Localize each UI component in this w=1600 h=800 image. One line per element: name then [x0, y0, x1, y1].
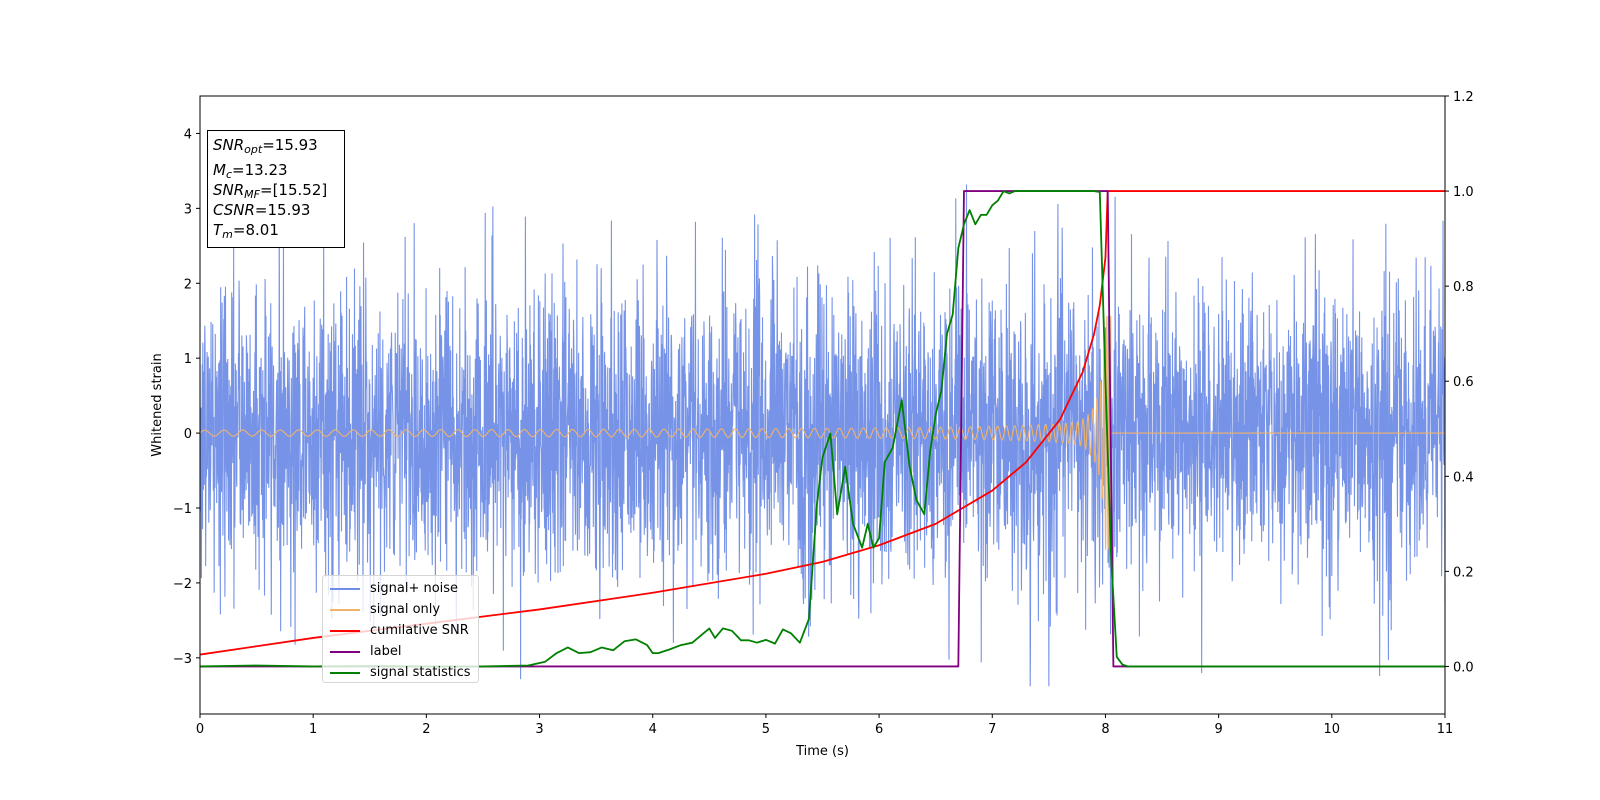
- series-signal-noise: [200, 184, 1445, 687]
- x-tick-label: 8: [1101, 722, 1109, 737]
- y-tick-label: 0: [184, 427, 192, 442]
- x-tick-label: 4: [649, 722, 657, 737]
- y2-tick-label: 0.8: [1453, 280, 1474, 295]
- x-tick-label: 7: [988, 722, 996, 737]
- x-tick-label: 5: [762, 722, 770, 737]
- legend-item-signal-statistics: signal statistics: [323, 662, 478, 683]
- x-tick-label: 10: [1324, 722, 1341, 737]
- y-tick-label: −2: [173, 577, 192, 592]
- series-signal-statistics: [200, 190, 1445, 668]
- legend-swatch: [330, 671, 360, 674]
- x-tick-label: 2: [422, 722, 430, 737]
- legend-swatch: [330, 650, 360, 653]
- plot-area: [200, 184, 1445, 687]
- legend-label: signal only: [370, 602, 441, 617]
- legend: signal+ noise signal only cumilative SNR…: [322, 575, 479, 683]
- legend-label: signal statistics: [370, 665, 471, 680]
- x-axis-label: Time (s): [795, 744, 849, 759]
- x-tick-label: 1: [309, 722, 317, 737]
- axes-frame: [199, 95, 1446, 715]
- x-tick-label: 3: [535, 722, 543, 737]
- merger-time-annotation: Tm=8.01: [213, 221, 279, 241]
- stats-annotation-box: SNRopt=15.93 Mc=13.23 SNRMF=[15.52] CSNR…: [207, 130, 345, 248]
- chirp-mass-annotation: Mc=13.23: [213, 161, 288, 181]
- y-tick-label: 1: [184, 352, 192, 367]
- y2-tick-label: 0.6: [1453, 375, 1474, 390]
- y-tick-label: 4: [184, 127, 192, 142]
- axes: 0 1 2 3 4 5 6 7 8 9 10 11 −3 −2 −1 0 1 2 3 4 0.0 0.2 0.4 0.6 0.8…: [173, 90, 1474, 737]
- y2-tick-label: 0.4: [1453, 470, 1474, 485]
- y-tick-label: −3: [173, 652, 192, 667]
- legend-item-signal-noise: signal+ noise: [323, 578, 478, 599]
- legend-swatch: [330, 629, 360, 632]
- x-tick-label: 0: [196, 722, 204, 737]
- csnr-annotation: CSNR=15.93: [213, 201, 311, 219]
- y2-tick-label: 1.2: [1453, 90, 1474, 105]
- y2-tick-label: 1.0: [1453, 185, 1474, 200]
- y2-tick-label: 0.0: [1453, 660, 1474, 675]
- series-cumulative-snr: [200, 190, 1445, 656]
- legend-item-cumulative-snr: cumilative SNR: [323, 620, 478, 641]
- y-tick-label: 3: [184, 202, 192, 217]
- y-tick-label: −1: [173, 502, 192, 517]
- y-tick-label: 2: [184, 277, 192, 292]
- legend-label: cumilative SNR: [370, 623, 469, 638]
- x-tick-label: 11: [1437, 722, 1454, 737]
- legend-label: label: [370, 644, 402, 659]
- legend-item-signal-only: signal only: [323, 599, 478, 620]
- y2-tick-label: 0.2: [1453, 565, 1474, 580]
- legend-swatch: [330, 587, 360, 590]
- legend-label: signal+ noise: [370, 581, 459, 596]
- snr-mf-annotation: SNRMF=[15.52]: [213, 181, 328, 201]
- x-tick-label: 9: [1214, 722, 1222, 737]
- series-signal-only: [200, 315, 1445, 550]
- legend-swatch: [330, 608, 360, 611]
- snr-opt-annotation: SNRopt=15.93: [213, 136, 318, 156]
- legend-item-label: label: [323, 641, 478, 662]
- y-axis-label: Whitened strain: [150, 353, 165, 456]
- x-tick-label: 6: [875, 722, 883, 737]
